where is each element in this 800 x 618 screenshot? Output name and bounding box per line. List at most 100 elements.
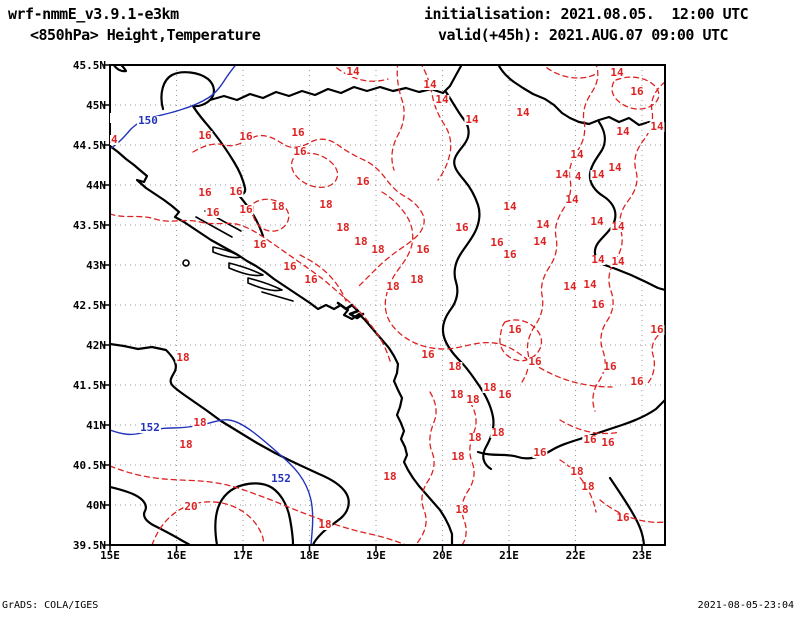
temperature-contour-label: 16 <box>290 126 306 139</box>
temperature-contour-label: 18 <box>454 503 470 516</box>
lon-axis-label: 20E <box>432 549 453 562</box>
lat-axis-label: 43.5N <box>72 219 106 232</box>
temperature-contour-label: 16 <box>527 355 543 368</box>
temperature-contour-label: 18 <box>270 200 286 213</box>
lat-axis-label: 42N <box>86 339 106 352</box>
lon-axis-label: 22E <box>565 549 586 562</box>
temperature-contour-label: 14 <box>589 215 605 228</box>
temperature-contour-label: 14 <box>615 125 631 138</box>
temperature-contour-label: 16 <box>197 186 213 199</box>
lon-axis-label: 21E <box>499 549 519 562</box>
temperature-contour-label: 16 <box>502 248 518 261</box>
temperature-contour-label: 18 <box>382 470 398 483</box>
lat-axis-label: 44N <box>86 179 106 192</box>
lon-axis-label: 17E <box>233 549 253 562</box>
lat-axis-label: 45.5N <box>72 59 106 72</box>
temperature-contour-label: 16 <box>629 85 645 98</box>
temperature-contour-label: 18 <box>370 243 386 256</box>
temperature-contour-label: 16 <box>420 348 436 361</box>
lat-axis-label: 40.5N <box>72 459 106 472</box>
lon-axis-label: 23E <box>632 549 652 562</box>
lat-axis-label: 43N <box>86 259 106 272</box>
lon-axis-label: 15E <box>100 549 120 562</box>
temperature-contour-label: 18 <box>385 280 401 293</box>
model-title: wrf-nmmE_v3.9.1-e3km <box>8 5 179 23</box>
temperature-contour-label: 18 <box>192 416 208 429</box>
temperature-contour-label: 4 <box>573 170 583 183</box>
axis-ticks <box>103 64 643 552</box>
contour-label-layer: 1501521521614141414141414161414141414414… <box>110 65 665 545</box>
temperature-contour-label: 14 <box>422 78 438 91</box>
temperature-contour-label: 16 <box>205 206 221 219</box>
temperature-contour-label: 16 <box>238 130 254 143</box>
lon-axis-label: 18E <box>299 549 320 562</box>
temperature-contour-label: 16 <box>497 388 513 401</box>
temperature-contour-label: 18 <box>449 388 465 401</box>
island-outlines <box>182 210 294 302</box>
temperature-contour-label: 14 <box>515 106 531 119</box>
temperature-contour-label: 14 <box>610 220 626 233</box>
temperature-contour-label: 16 <box>110 112 112 123</box>
temperature-contour-label: 14 <box>535 218 551 231</box>
temperature-contour-label: 16 <box>238 203 254 216</box>
temperature-contour-label: 14 <box>110 134 119 145</box>
temperature-contour-label: 14 <box>649 120 665 133</box>
temperature-contour-label: 16 <box>615 511 631 524</box>
lat-axis-label: 41.5N <box>72 379 106 392</box>
temperature-contour-label: 14 <box>564 193 580 206</box>
temperature-contour-label: 16 <box>649 323 665 336</box>
temperature-contour-label: 16 <box>415 243 431 256</box>
temperature-contour-label: 18 <box>178 438 194 451</box>
temperature-contour-label: 16 <box>252 238 268 251</box>
temperature-contour-label: 14 <box>464 113 480 126</box>
temperature-contour-label: 18 <box>482 381 498 394</box>
temperature-contour-label: 16 <box>454 221 470 234</box>
temperature-contour-label: 16 <box>489 236 505 249</box>
temperature-contour-label: 18 <box>465 393 481 406</box>
temperature-contour-label: 16 <box>282 260 298 273</box>
graticule-gridlines <box>110 65 665 545</box>
temperature-contour-label: 14 <box>569 148 585 161</box>
temperature-contour-label: 16 <box>228 185 244 198</box>
temperature-contour-label: 16 <box>197 129 213 142</box>
temperature-contour-label: 18 <box>353 235 369 248</box>
temperature-contour-label: 14 <box>562 280 578 293</box>
temperature-contour-label: 18 <box>569 465 585 478</box>
map-frame <box>109 64 666 546</box>
temperature-contour-label: 16 <box>532 446 548 459</box>
temperature-contour-label: 14 <box>607 161 623 174</box>
temperature-contour-label: 18 <box>335 221 351 234</box>
temperature-contour-label: 16 <box>629 375 645 388</box>
plot-timestamp: 2021-08-05-23:04 <box>697 600 794 611</box>
temperature-contour-label: 16 <box>590 298 606 311</box>
temperature-contour-label: 14 <box>502 200 518 213</box>
temperature-contour-label: 18 <box>580 480 596 493</box>
temperature-contour-label: 16 <box>292 145 308 158</box>
temperature-contour-label: 16 <box>303 273 319 286</box>
temperature-contour-label: 16 <box>355 175 371 188</box>
temperature-contour-label: 14 <box>590 168 606 181</box>
temperature-contour-label: 18 <box>450 450 466 463</box>
temperature-contour-label: 16 <box>602 360 618 373</box>
temperature-contour-label: 14 <box>554 168 570 181</box>
temperature-contour-label: 14 <box>434 93 450 106</box>
coastlines-borders <box>110 65 665 545</box>
temperature-contour-label: 14 <box>345 65 361 78</box>
lon-axis-label: 19E <box>366 549 386 562</box>
temperature-contour-label: 14 <box>590 253 606 266</box>
temperature-contour-label: 18 <box>175 351 191 364</box>
lat-axis-label: 40N <box>86 499 106 512</box>
temperature-contour-label: 18 <box>467 431 483 444</box>
height-contour-label: 152 <box>270 472 292 485</box>
temperature-contour-label: 16 <box>582 433 598 446</box>
temperature-contour-label: 18 <box>318 198 334 211</box>
temperature-contour-label: 14 <box>582 278 598 291</box>
temperature-contour-label: 18 <box>447 360 463 373</box>
temperature-contour-label: 16 <box>600 436 616 449</box>
temperature-contour-label: 16 <box>507 323 523 336</box>
height-contour-label: 150 <box>137 114 159 127</box>
temperature-contour-label: 18 <box>490 426 506 439</box>
lat-axis-label: 45N <box>86 99 106 112</box>
